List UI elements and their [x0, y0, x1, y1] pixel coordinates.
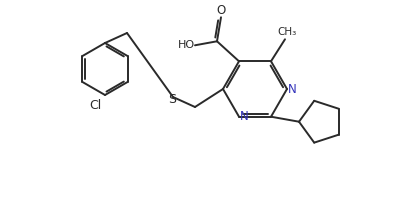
Text: S: S: [168, 93, 176, 106]
Text: N: N: [240, 110, 248, 123]
Text: Cl: Cl: [89, 98, 101, 112]
Text: HO: HO: [177, 40, 195, 50]
Text: N: N: [288, 83, 296, 96]
Text: O: O: [217, 4, 226, 17]
Text: CH₃: CH₃: [277, 27, 297, 37]
